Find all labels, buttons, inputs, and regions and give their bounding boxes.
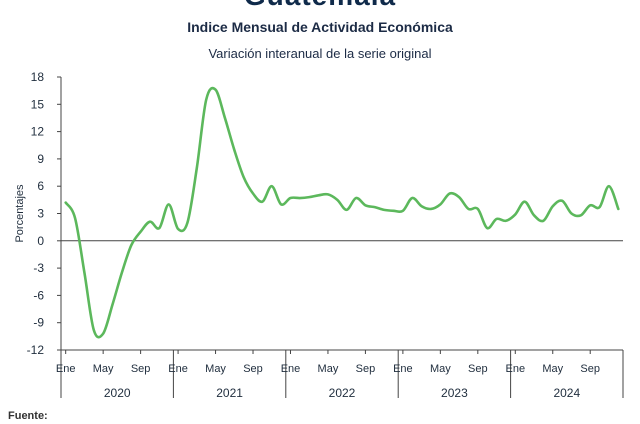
data-point bbox=[430, 208, 433, 211]
x-tick-label: May bbox=[93, 363, 114, 375]
data-point bbox=[261, 200, 264, 203]
y-tick-label: -9 bbox=[33, 316, 44, 330]
source-note: Fuente: bbox=[8, 410, 48, 422]
data-point bbox=[411, 197, 414, 200]
data-point bbox=[224, 117, 227, 120]
data-point bbox=[551, 205, 554, 208]
data-point bbox=[448, 192, 451, 195]
data-point bbox=[177, 228, 180, 231]
data-point bbox=[280, 203, 283, 206]
data-point bbox=[383, 209, 386, 212]
data-point bbox=[542, 219, 545, 222]
x-tick-label: Sep bbox=[131, 363, 151, 375]
data-point bbox=[345, 209, 348, 212]
data-point bbox=[149, 220, 152, 223]
data-point bbox=[617, 208, 620, 211]
y-tick-label: 15 bbox=[31, 97, 45, 111]
data-point bbox=[167, 203, 170, 206]
x-tick-label: Sep bbox=[356, 363, 376, 375]
y-tick-label: -6 bbox=[33, 288, 44, 302]
data-point bbox=[111, 303, 114, 306]
x-tick-label: Sep bbox=[580, 363, 600, 375]
x-tick-label: Sep bbox=[243, 363, 263, 375]
data-point bbox=[299, 197, 302, 200]
data-point bbox=[514, 213, 517, 216]
x-tick-label: Ene bbox=[393, 363, 413, 375]
data-point bbox=[505, 219, 508, 222]
country-title: Guatemala bbox=[0, 0, 640, 12]
y-tick-label: -12 bbox=[27, 343, 45, 357]
data-point bbox=[121, 271, 124, 274]
data-point bbox=[270, 185, 273, 188]
chart-subtitle: Variación interanual de la serie origina… bbox=[208, 46, 432, 61]
x-tick-label: Ene bbox=[56, 363, 76, 375]
data-point bbox=[74, 217, 77, 220]
data-point bbox=[327, 193, 330, 196]
data-point bbox=[439, 203, 442, 206]
data-point bbox=[205, 98, 208, 101]
data-point bbox=[580, 214, 583, 217]
data-point bbox=[608, 185, 611, 188]
data-point bbox=[289, 197, 292, 200]
data-point bbox=[83, 271, 86, 274]
y-tick-label: 0 bbox=[37, 234, 44, 248]
data-point bbox=[561, 199, 564, 202]
data-point bbox=[196, 167, 199, 170]
data-point bbox=[458, 196, 461, 199]
year-label: 2021 bbox=[216, 386, 243, 400]
data-point bbox=[355, 197, 358, 200]
data-point bbox=[92, 329, 95, 332]
data-point bbox=[392, 209, 395, 212]
x-tick-label: May bbox=[542, 363, 563, 375]
data-point bbox=[308, 196, 311, 199]
data-point bbox=[102, 332, 105, 335]
data-point bbox=[495, 218, 498, 221]
data-point bbox=[467, 208, 470, 211]
y-tick-label: 6 bbox=[37, 179, 44, 193]
year-label: 2022 bbox=[329, 386, 356, 400]
data-point bbox=[139, 230, 142, 233]
data-point bbox=[242, 176, 245, 179]
data-point bbox=[64, 201, 67, 204]
data-point bbox=[130, 244, 133, 247]
year-label: 2020 bbox=[104, 386, 131, 400]
data-point bbox=[598, 206, 601, 209]
data-point bbox=[533, 214, 536, 217]
x-tick-label: Sep bbox=[468, 363, 488, 375]
y-axis-label: Porcentajes bbox=[14, 184, 26, 243]
data-point bbox=[570, 212, 573, 215]
chart-title: Indice Mensual de Actividad Económica bbox=[187, 19, 453, 35]
y-tick-label: 18 bbox=[31, 70, 45, 84]
data-point bbox=[233, 149, 236, 152]
data-point bbox=[477, 208, 480, 211]
y-tick-label: 12 bbox=[31, 125, 45, 139]
y-tick-label: 9 bbox=[37, 152, 44, 166]
y-tick-label: 3 bbox=[37, 207, 44, 221]
year-label: 2023 bbox=[441, 386, 468, 400]
x-tick-label: Ene bbox=[168, 363, 188, 375]
data-point bbox=[317, 194, 320, 197]
data-point bbox=[486, 227, 489, 230]
data-point bbox=[186, 221, 189, 224]
data-point bbox=[373, 206, 376, 209]
x-tick-label: May bbox=[318, 363, 339, 375]
year-label: 2024 bbox=[553, 386, 580, 400]
x-tick-label: May bbox=[430, 363, 451, 375]
data-point bbox=[402, 209, 405, 212]
data-point bbox=[158, 227, 161, 230]
data-point bbox=[420, 205, 423, 208]
data-point bbox=[336, 199, 339, 202]
y-tick-label: -3 bbox=[33, 261, 44, 275]
x-tick-label: Ene bbox=[505, 363, 525, 375]
x-tick-label: Ene bbox=[281, 363, 301, 375]
series-line bbox=[64, 86, 620, 339]
data-point bbox=[589, 204, 592, 207]
data-point bbox=[252, 192, 255, 195]
data-point bbox=[364, 204, 367, 207]
data-point bbox=[523, 200, 526, 203]
x-tick-label: May bbox=[205, 363, 226, 375]
data-point bbox=[214, 88, 217, 91]
